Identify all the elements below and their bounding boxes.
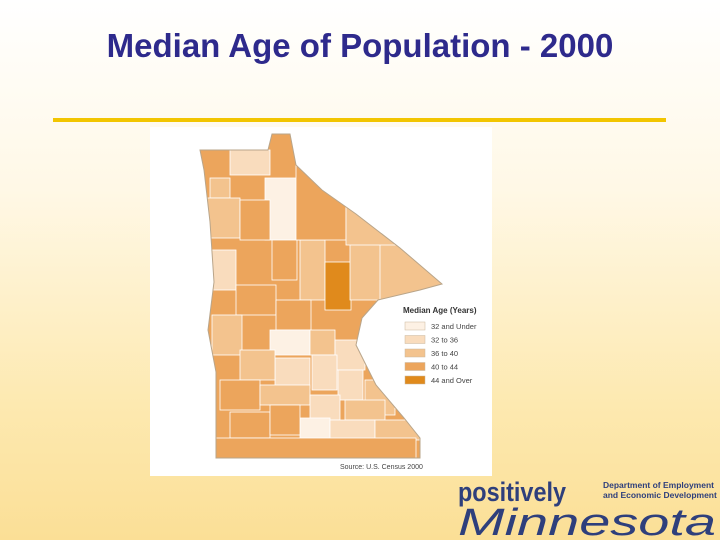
legend: Median Age (Years) 32 and Under 32 to 36 3… <box>403 306 477 385</box>
county-region <box>309 394 341 421</box>
county-region <box>344 399 386 421</box>
legend-label: 40 to 44 <box>431 363 458 372</box>
legend-swatch <box>404 348 426 358</box>
logo: positively Minnesota Department of Emplo… <box>458 477 717 540</box>
county-region <box>219 379 261 411</box>
legend-label: 32 to 36 <box>431 336 458 345</box>
legend-swatch <box>404 375 426 385</box>
legend-title: Median Age (Years) <box>403 306 477 315</box>
logo-positively: positively <box>458 477 566 507</box>
county-region <box>329 419 376 441</box>
county-region <box>239 349 276 381</box>
county-region <box>274 357 311 389</box>
slide-title: Median Age of Population - 2000 <box>106 27 614 64</box>
county-region <box>209 177 231 199</box>
county-region <box>211 314 243 356</box>
county-region <box>309 329 336 356</box>
legend-label: 36 to 40 <box>431 349 458 358</box>
legend-label: 44 and Over <box>431 376 473 385</box>
county-region <box>275 299 312 331</box>
county-region <box>271 239 298 281</box>
county-region <box>259 384 311 406</box>
county-region <box>299 239 326 301</box>
county-region <box>235 284 277 316</box>
county-region <box>299 417 331 441</box>
county-region <box>269 329 311 356</box>
legend-label: 32 and Under <box>431 322 477 331</box>
legend-swatch <box>404 335 426 344</box>
legend-swatch <box>404 321 426 331</box>
logo-minnesota: Minnesota <box>458 502 716 540</box>
logo-department-2: and Economic Development <box>603 490 717 500</box>
county-region <box>311 354 338 391</box>
county-region <box>229 149 271 176</box>
map-source: Source: U.S. Census 2000 <box>340 464 423 471</box>
logo-department-1: Department of Employment <box>603 480 714 490</box>
county-region <box>239 199 271 241</box>
county-region <box>269 404 301 436</box>
title-rule <box>53 118 666 122</box>
county-region <box>264 177 301 241</box>
county-region <box>229 411 271 439</box>
county-region <box>337 369 364 401</box>
state-outline <box>199 133 444 459</box>
legend-swatch <box>404 362 426 371</box>
county-region <box>324 261 352 311</box>
